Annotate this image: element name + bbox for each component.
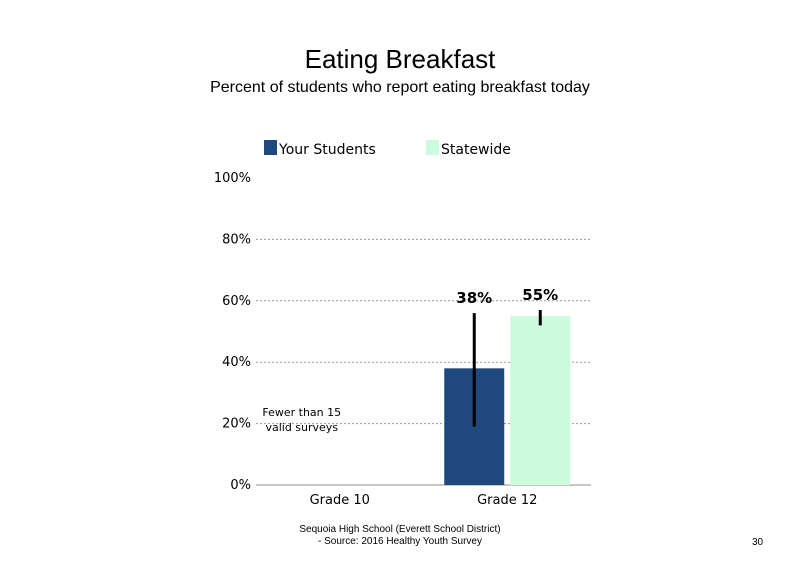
chart-title: Eating Breakfast (304, 44, 496, 74)
y-tick-label: 0% (230, 478, 251, 493)
data-label: 38% (456, 289, 492, 307)
footer-line-school: Sequoia High School (Everett School Dist… (299, 524, 501, 535)
y-tick-label: 100% (214, 171, 251, 186)
y-tick-label: 20% (222, 417, 251, 432)
chart-subtitle: Percent of students who report eating br… (210, 79, 590, 96)
legend-swatch (264, 140, 277, 155)
y-tick-label: 80% (222, 232, 251, 247)
legend-swatch (426, 140, 439, 155)
bar (510, 316, 571, 485)
x-tick-label: Grade 12 (477, 493, 537, 508)
data-label: 55% (522, 286, 558, 304)
legend-label: Statewide (441, 142, 511, 158)
y-tick-label: 60% (222, 294, 251, 309)
footer-line-source: - Source: 2016 Healthy Youth Survey (318, 536, 482, 547)
page-number: 30 (752, 537, 764, 548)
x-tick-label: Grade 10 (310, 493, 370, 508)
annotation-text: Fewer than 15 (262, 406, 341, 419)
footer-source: Sequoia High School (Everett School Dist… (270, 524, 530, 548)
legend-label: Your Students (278, 142, 376, 158)
annotation-text: valid surveys (265, 421, 338, 434)
y-tick-label: 40% (222, 355, 251, 370)
